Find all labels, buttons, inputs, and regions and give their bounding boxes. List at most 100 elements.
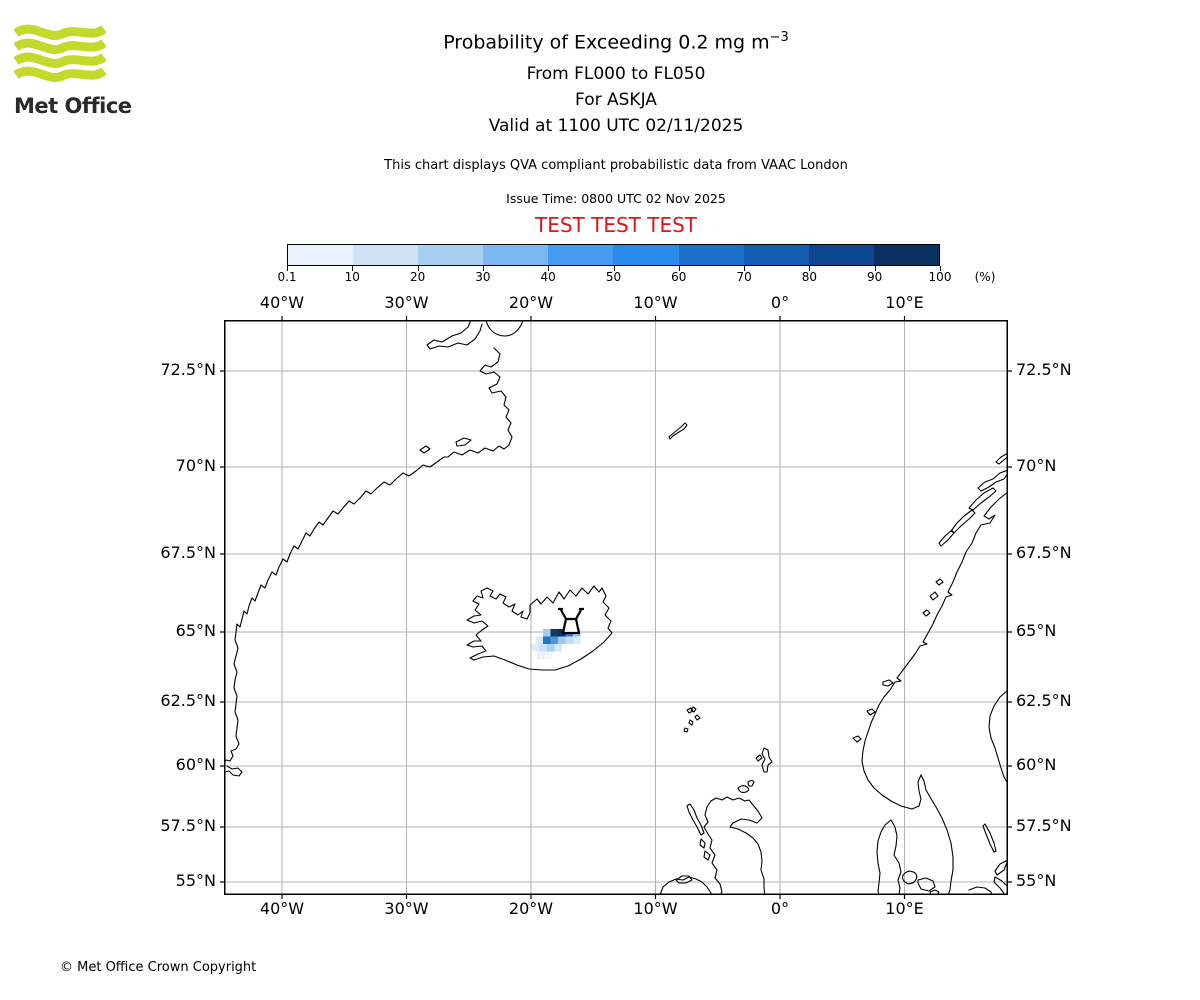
colorbar-tick [744,266,746,271]
colorbar-tick [613,266,615,271]
volcano-subtitle: For ASKJA [575,90,657,110]
skye-islet [699,838,706,849]
colorbar-tick-label: 60 [671,270,687,284]
axis-tick-label: 67.5°N [1016,543,1072,562]
baltic-coast-fragment [994,859,1008,876]
axis-tick-label: 10°W [633,293,678,312]
colorbar [287,244,940,266]
axis-tick-label: 10°E [885,293,924,312]
colorbar-tick [940,266,941,271]
norway-offshore-islets [852,578,944,743]
probability-cell [543,636,551,644]
volcano-marker [558,607,584,635]
colorbar-tick [678,266,680,271]
valid-time-subtitle: Valid at 1100 UTC 02/11/2025 [488,116,744,136]
title-exponent: −3 [769,30,789,45]
colorbar-tick [809,266,811,271]
colorbar-tick-label: 50 [605,270,622,284]
map-border [224,320,1008,895]
met-office-brand-text: Met Office [14,94,132,118]
lough-foyle-loop [675,875,693,884]
axis-tick-label: 57.5°N [1016,816,1072,835]
colorbar-tick-label: 20 [409,270,426,284]
axis-tick-label: 70°N [175,456,216,475]
faroe-islands [683,706,701,733]
axis-tick-label: 0° [770,293,790,312]
axis-tick-label: 65°N [175,621,216,640]
colorbar-tick [287,266,288,271]
probability-cell [550,629,558,637]
greenland-inner-fjord [455,437,472,447]
flight-level-subtitle: From FL000 to FL050 [526,64,706,84]
met-office-waves-icon [13,24,107,82]
colorbar-segment [483,245,549,265]
axis-tick-label: 62.5°N [1016,691,1072,710]
map-axis-ticks [220,316,1012,899]
iceland-coastline [466,585,613,671]
chart-title: Probability of Exceeding 0.2 mg m−3 [443,30,789,54]
colorbar-tick-label: 0.1 [277,270,297,284]
axis-tick-label: 55°N [175,871,216,890]
probability-cell [544,651,552,659]
colorbar-segment [418,245,484,265]
axis-tick-label: 40°W [259,899,305,918]
copyright-notice: © Met Office Crown Copyright [60,960,257,975]
scotland-east-coastline [710,796,768,895]
colorbar-segment [548,245,614,265]
denmark-east-coastline [890,819,902,895]
colorbar-tick [417,266,419,271]
south-coast-fragment [968,886,993,895]
colorbar-tick-label: 80 [801,270,818,284]
sweden-bothnia-coastline [988,689,1008,785]
colorbar-tick [548,266,550,271]
colorbar-tick-label: 10 [344,270,360,284]
funen-island [901,870,918,885]
greenland-fjord-islet [419,445,431,454]
outer-hebrides [686,803,705,836]
axis-tick-label: 62.5°N [160,691,216,710]
greenland-top-peninsula [426,320,483,350]
colorbar-segment [743,245,809,265]
colorbar-unit-label: (%) [974,270,996,284]
probability-cell [537,651,545,659]
colorbar-tick [874,266,876,271]
colorbar-segment [288,245,354,265]
probability-cell [547,644,555,652]
colorbar-tick-labels: 0.1 10 20 30 40 50 60 70 80 90 100 [277,270,987,286]
axis-tick-label: 60°N [175,755,216,774]
axis-tick-label: 70°N [1016,456,1057,475]
greenland-top-island [485,320,524,337]
jan-mayen-island [668,422,688,440]
oland-island [982,823,997,853]
axis-tick-label: 30°W [384,899,429,918]
shetland-islet [755,754,763,762]
map-canvas [220,316,1012,899]
probability-cell [539,644,547,652]
colorbar-tick [352,266,354,271]
colorbar-tick-label: 100 [928,270,952,284]
colorbar-tick [482,266,484,271]
probability-cell [558,629,566,637]
test-banner: TEST TEST TEST [534,213,697,237]
axis-tick-label: 60°N [1016,755,1057,774]
axis-tick-label: 0° [770,899,790,918]
colorbar-segment [873,245,939,265]
shetland-islands [761,747,773,773]
probability-cell [550,636,558,644]
ireland-north-coastline [659,876,713,895]
colorbar-tick-label: 40 [540,270,556,284]
axis-tick-label: 30°W [384,293,429,312]
probability-cell [543,629,551,637]
coastlines [224,320,1008,895]
axis-tick-label: 10°W [633,899,678,918]
mull-islet [703,850,711,861]
probability-cell [558,636,566,644]
colorbar-segment [613,245,679,265]
colorbar-segment [808,245,874,265]
axis-tick-label: 67.5°N [160,543,216,562]
axis-tick-label: 72.5°N [1016,360,1072,379]
denmark-west-coastline [876,819,892,895]
lofoten-islands [938,452,1008,547]
met-office-logo: Met Office [13,24,134,118]
